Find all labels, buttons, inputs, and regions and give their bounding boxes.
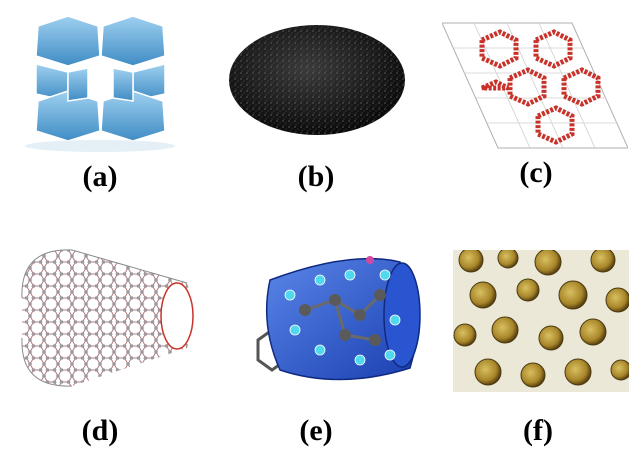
- panel-label-e: (e): [299, 414, 333, 447]
- cyclodextrin-cone-icon: [256, 256, 421, 381]
- mof-honeycomb-lattice-icon: [442, 22, 628, 149]
- carbon-nanotube-icon: [21, 249, 194, 387]
- activated-carbon-powder-icon: [229, 25, 405, 135]
- panel-label-f: (f): [523, 414, 553, 447]
- panel-e: [250, 240, 430, 400]
- panel-label-a: (a): [82, 160, 118, 193]
- panel-b: [222, 18, 412, 143]
- panel-d: [2, 238, 198, 393]
- panel-label-c: (c): [519, 156, 553, 189]
- microcapsules-photo-icon: [453, 250, 629, 392]
- panel-f: [453, 250, 629, 392]
- panel-a: [8, 6, 188, 156]
- panel-label-d: (d): [81, 414, 119, 447]
- panel-c: [442, 18, 628, 153]
- zeolite-framework-icon: [25, 15, 175, 152]
- panel-label-b: (b): [297, 160, 335, 193]
